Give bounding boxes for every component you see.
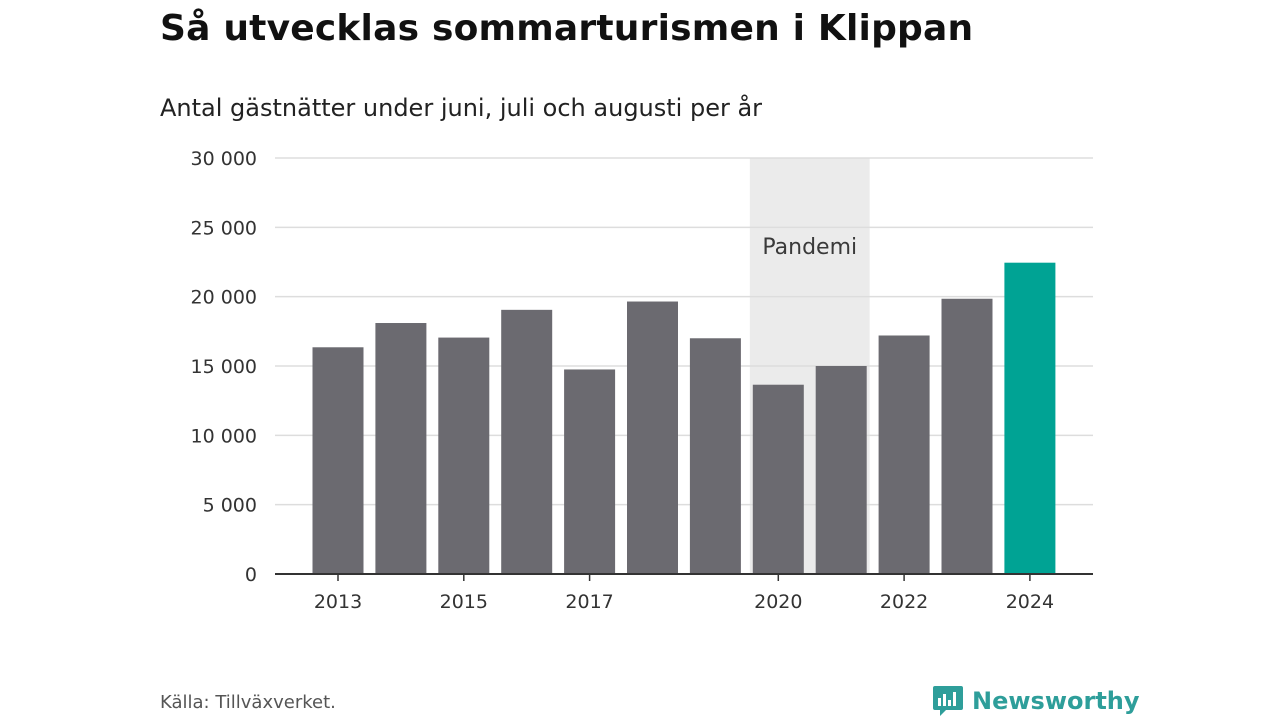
bar-2015	[438, 337, 490, 574]
bar-2022	[878, 335, 930, 574]
y-tick-label: 30 000	[191, 148, 257, 170]
y-tick-label: 25 000	[191, 217, 257, 239]
bar-2016	[501, 309, 553, 574]
bar-2024	[1004, 262, 1056, 574]
y-tick-label: 0	[245, 564, 257, 586]
bar-2021	[815, 366, 867, 574]
bar-2020	[752, 384, 804, 574]
y-tick-label: 5 000	[203, 495, 257, 517]
x-tick-label: 2013	[314, 591, 362, 613]
bar-2017	[564, 369, 616, 574]
bar-2019	[689, 338, 741, 574]
bar-2014	[375, 323, 427, 574]
x-tick-label: 2022	[880, 591, 928, 613]
bar-2023	[941, 298, 993, 574]
y-tick-label: 20 000	[191, 287, 257, 309]
pandemic-band-label: Pandemi	[762, 235, 857, 260]
brand-name: Newsworthy	[972, 687, 1140, 715]
bar-2013	[312, 347, 364, 574]
y-tick-label: 10 000	[191, 425, 257, 447]
bar-2018	[627, 301, 678, 574]
chart-title: Så utvecklas sommarturismen i Klippan	[160, 8, 974, 49]
x-tick-label: 2020	[754, 591, 802, 613]
x-tick-label: 2015	[440, 591, 488, 613]
chart-subtitle: Antal gästnätter under juni, juli och au…	[160, 94, 763, 122]
x-tick-label: 2017	[565, 591, 613, 613]
y-tick-label: 15 000	[191, 356, 257, 378]
brand-logo: Newsworthy	[932, 684, 1140, 718]
newsworthy-logo-icon	[933, 686, 963, 716]
source-note: Källa: Tillväxverket.	[160, 692, 336, 713]
x-tick-label: 2024	[1006, 591, 1054, 613]
